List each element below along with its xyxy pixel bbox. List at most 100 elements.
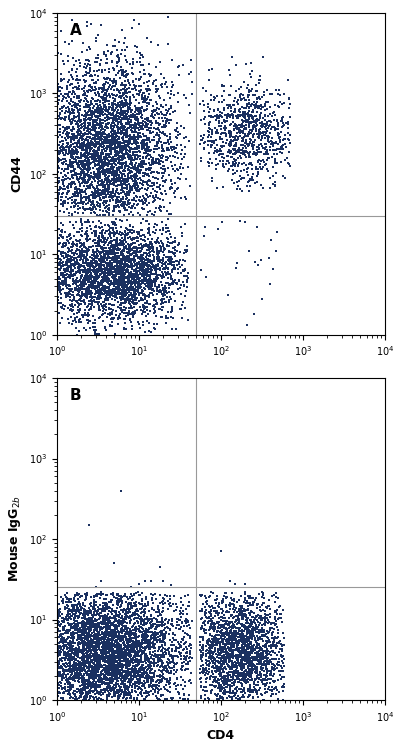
- Point: [97, 58, 103, 70]
- Point: [249, 628, 255, 640]
- Point: [96, 291, 102, 303]
- Point: [68, 95, 75, 107]
- Point: [78, 115, 84, 127]
- Point: [124, 281, 131, 293]
- Point: [235, 665, 241, 677]
- Point: [178, 652, 184, 664]
- Point: [122, 79, 128, 91]
- Point: [233, 649, 239, 661]
- Point: [114, 276, 120, 288]
- Point: [109, 189, 115, 201]
- Point: [261, 678, 268, 690]
- Point: [126, 643, 132, 655]
- Point: [80, 659, 87, 671]
- Point: [79, 634, 85, 646]
- Point: [107, 178, 113, 189]
- Point: [117, 177, 124, 189]
- Point: [128, 111, 134, 123]
- Point: [268, 123, 275, 135]
- Point: [153, 243, 160, 255]
- Point: [100, 637, 107, 649]
- Point: [89, 261, 96, 273]
- Point: [81, 273, 88, 285]
- Point: [128, 642, 134, 654]
- Point: [100, 652, 106, 664]
- Point: [126, 162, 132, 174]
- Point: [64, 596, 70, 608]
- Point: [240, 652, 247, 664]
- Point: [148, 664, 154, 676]
- Point: [160, 575, 167, 587]
- Point: [251, 617, 258, 629]
- Point: [170, 247, 176, 259]
- Point: [75, 196, 81, 208]
- Point: [140, 155, 147, 167]
- Point: [241, 92, 247, 104]
- Point: [89, 139, 95, 151]
- Point: [100, 161, 106, 173]
- Point: [160, 249, 167, 261]
- Point: [95, 169, 102, 181]
- Point: [221, 638, 227, 650]
- Point: [101, 593, 107, 605]
- Point: [124, 657, 130, 669]
- Point: [179, 230, 185, 242]
- Point: [65, 106, 71, 118]
- Point: [125, 670, 131, 682]
- Point: [156, 693, 163, 705]
- Point: [118, 269, 124, 281]
- Point: [145, 265, 151, 277]
- Point: [164, 595, 171, 607]
- Point: [135, 609, 142, 621]
- Point: [122, 296, 128, 308]
- Point: [152, 648, 158, 660]
- Point: [67, 655, 73, 667]
- Point: [68, 149, 75, 161]
- Point: [129, 637, 136, 649]
- Point: [245, 616, 251, 628]
- Point: [81, 684, 87, 696]
- Point: [105, 182, 111, 194]
- Point: [140, 142, 147, 154]
- Point: [146, 164, 152, 176]
- Point: [209, 157, 215, 169]
- Point: [215, 646, 221, 658]
- Point: [204, 595, 210, 607]
- Point: [171, 661, 178, 673]
- Point: [96, 281, 103, 293]
- Point: [160, 283, 166, 295]
- Point: [95, 102, 101, 114]
- Point: [245, 673, 251, 685]
- Point: [160, 94, 167, 106]
- Point: [78, 168, 84, 180]
- Point: [138, 618, 144, 630]
- Point: [224, 670, 231, 682]
- Point: [209, 650, 215, 662]
- Point: [103, 614, 110, 626]
- Point: [266, 600, 272, 612]
- Point: [91, 228, 98, 240]
- Point: [127, 154, 134, 166]
- Point: [84, 641, 90, 653]
- Point: [136, 638, 142, 650]
- Point: [119, 227, 125, 239]
- Point: [102, 614, 108, 626]
- Point: [89, 187, 96, 199]
- Point: [84, 682, 91, 694]
- Point: [200, 230, 207, 242]
- Point: [137, 625, 143, 637]
- Point: [83, 309, 89, 321]
- Point: [249, 673, 256, 685]
- Point: [221, 115, 228, 127]
- Point: [84, 314, 91, 326]
- Point: [71, 659, 78, 671]
- Point: [117, 257, 124, 269]
- Point: [137, 282, 143, 294]
- Point: [150, 276, 157, 288]
- Point: [112, 650, 118, 662]
- Point: [117, 213, 124, 225]
- Point: [77, 600, 83, 612]
- Point: [231, 628, 237, 640]
- Point: [118, 663, 125, 675]
- Point: [104, 159, 110, 171]
